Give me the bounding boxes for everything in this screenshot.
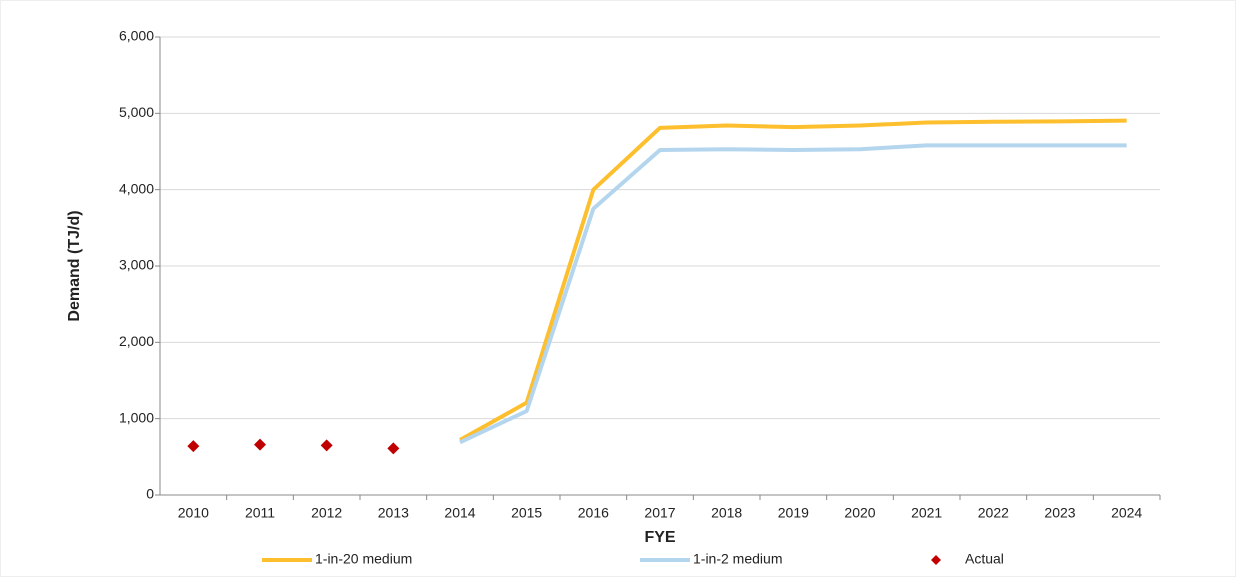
y-axis-title: Demand (TJ/d) <box>66 210 83 321</box>
point <box>187 440 200 453</box>
y-tick-label: 3,000 <box>119 257 154 273</box>
legend-label: Actual <box>965 551 1004 567</box>
x-tick-label: 2024 <box>1111 505 1142 521</box>
x-tick-label: 2014 <box>444 505 475 521</box>
legend-label: 1-in-2 medium <box>693 551 782 567</box>
line-series <box>459 143 1127 445</box>
x-tick-label: 2016 <box>578 505 609 521</box>
x-tick-label: 2017 <box>644 505 675 521</box>
x-tick-label: 2015 <box>511 505 542 521</box>
y-tick-label: 2,000 <box>119 333 154 349</box>
x-tick-label: 2021 <box>911 505 942 521</box>
x-tick-label: 2013 <box>378 505 409 521</box>
point <box>387 442 400 455</box>
point <box>254 438 266 451</box>
x-tick-label: 2020 <box>844 505 875 521</box>
x-tick-label: 2023 <box>1044 505 1075 521</box>
x-tick-label: 2010 <box>178 505 209 521</box>
y-tick-label: 4,000 <box>119 180 154 196</box>
legend-label: 1-in-20 medium <box>315 551 412 567</box>
y-tick-label: 5,000 <box>119 104 154 120</box>
legend-swatch <box>931 555 941 565</box>
point <box>320 439 333 452</box>
x-axis-title: FYE <box>644 529 675 546</box>
line-series <box>459 118 1127 442</box>
y-tick-label: 6,000 <box>119 28 154 44</box>
x-tick-label: 2018 <box>711 505 742 521</box>
y-tick-label: 0 <box>146 486 154 502</box>
x-tick-label: 2019 <box>778 505 809 521</box>
x-tick-label: 2012 <box>311 505 342 521</box>
x-tick-label: 2022 <box>978 505 1009 521</box>
x-tick-label: 2011 <box>245 505 275 521</box>
y-tick-label: 1,000 <box>119 409 154 425</box>
